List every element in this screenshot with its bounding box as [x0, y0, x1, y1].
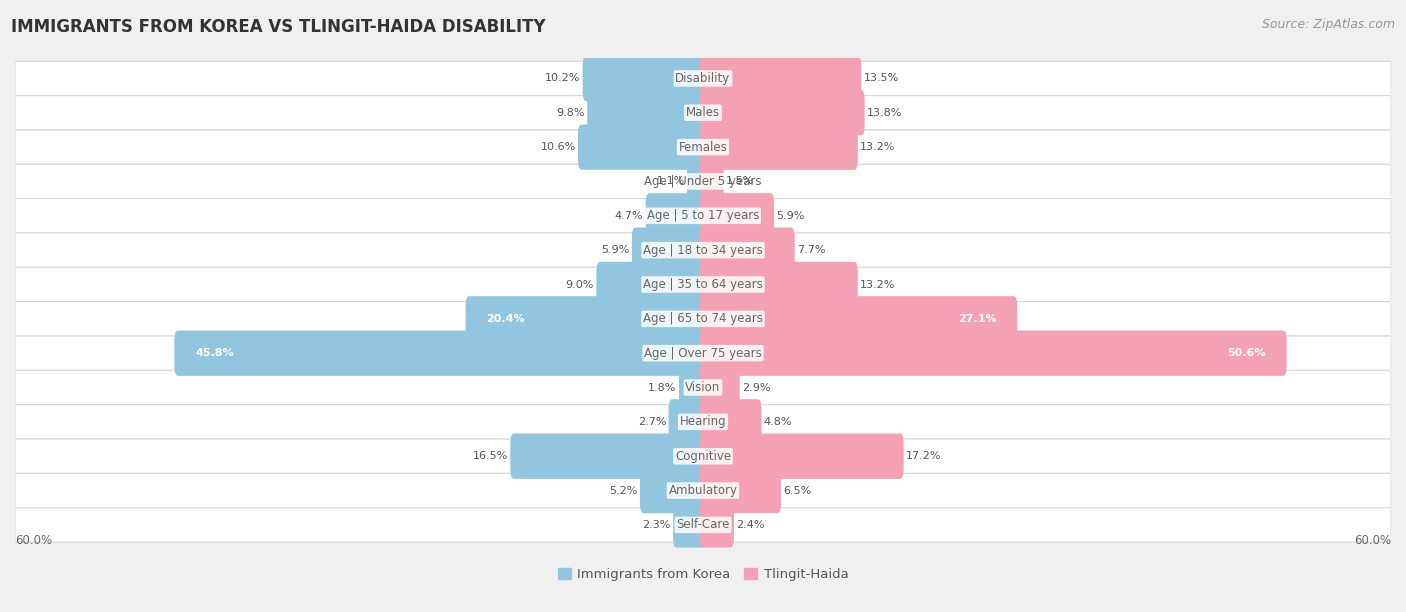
FancyBboxPatch shape [465, 296, 706, 341]
Text: 5.9%: 5.9% [776, 211, 804, 221]
FancyBboxPatch shape [669, 399, 706, 444]
FancyBboxPatch shape [700, 433, 904, 479]
Text: Vision: Vision [685, 381, 721, 394]
FancyBboxPatch shape [15, 370, 1391, 405]
Text: 1.8%: 1.8% [648, 382, 676, 392]
FancyBboxPatch shape [15, 439, 1391, 474]
FancyBboxPatch shape [700, 228, 794, 273]
FancyBboxPatch shape [15, 233, 1391, 267]
Text: 13.2%: 13.2% [860, 142, 896, 152]
FancyBboxPatch shape [700, 193, 775, 239]
FancyBboxPatch shape [640, 468, 706, 513]
FancyBboxPatch shape [631, 228, 706, 273]
FancyBboxPatch shape [700, 468, 780, 513]
Text: Disability: Disability [675, 72, 731, 85]
Text: Ambulatory: Ambulatory [668, 484, 738, 497]
Text: Self-Care: Self-Care [676, 518, 730, 531]
FancyBboxPatch shape [700, 399, 762, 444]
Text: 2.9%: 2.9% [742, 382, 770, 392]
FancyBboxPatch shape [15, 95, 1391, 130]
Text: 2.4%: 2.4% [737, 520, 765, 530]
FancyBboxPatch shape [645, 193, 706, 239]
FancyBboxPatch shape [15, 267, 1391, 302]
Text: Age | Under 5 years: Age | Under 5 years [644, 175, 762, 188]
FancyBboxPatch shape [700, 262, 858, 307]
Text: 17.2%: 17.2% [905, 451, 942, 461]
FancyBboxPatch shape [15, 130, 1391, 164]
Text: 10.2%: 10.2% [546, 73, 581, 83]
FancyBboxPatch shape [15, 199, 1391, 233]
Text: 2.3%: 2.3% [643, 520, 671, 530]
Text: 1.1%: 1.1% [657, 176, 685, 187]
Text: 6.5%: 6.5% [783, 485, 811, 496]
Text: 13.8%: 13.8% [868, 108, 903, 118]
Text: 4.7%: 4.7% [614, 211, 644, 221]
FancyBboxPatch shape [174, 330, 706, 376]
FancyBboxPatch shape [582, 56, 706, 101]
Text: 9.8%: 9.8% [557, 108, 585, 118]
FancyBboxPatch shape [15, 474, 1391, 508]
FancyBboxPatch shape [673, 502, 706, 548]
FancyBboxPatch shape [510, 433, 706, 479]
Text: 5.9%: 5.9% [602, 245, 630, 255]
FancyBboxPatch shape [578, 124, 706, 170]
Text: Cognitive: Cognitive [675, 450, 731, 463]
FancyBboxPatch shape [679, 365, 706, 410]
Text: 7.7%: 7.7% [797, 245, 825, 255]
Text: 10.6%: 10.6% [540, 142, 575, 152]
FancyBboxPatch shape [700, 296, 1017, 341]
Legend: Immigrants from Korea, Tlingit-Haida: Immigrants from Korea, Tlingit-Haida [553, 563, 853, 586]
Text: 13.2%: 13.2% [860, 280, 896, 289]
FancyBboxPatch shape [700, 90, 865, 135]
Text: Age | 18 to 34 years: Age | 18 to 34 years [643, 244, 763, 256]
Text: 9.0%: 9.0% [565, 280, 595, 289]
Text: 16.5%: 16.5% [472, 451, 508, 461]
Text: 60.0%: 60.0% [1354, 534, 1391, 547]
Text: 60.0%: 60.0% [15, 534, 52, 547]
Text: Source: ZipAtlas.com: Source: ZipAtlas.com [1261, 18, 1395, 31]
Text: 50.6%: 50.6% [1227, 348, 1265, 358]
FancyBboxPatch shape [588, 90, 706, 135]
FancyBboxPatch shape [15, 302, 1391, 336]
FancyBboxPatch shape [15, 508, 1391, 542]
Text: 13.5%: 13.5% [863, 73, 898, 83]
Text: Males: Males [686, 106, 720, 119]
FancyBboxPatch shape [700, 124, 858, 170]
FancyBboxPatch shape [688, 159, 706, 204]
Text: 27.1%: 27.1% [957, 314, 997, 324]
Text: 2.7%: 2.7% [638, 417, 666, 427]
Text: Females: Females [679, 141, 727, 154]
Text: Age | 35 to 64 years: Age | 35 to 64 years [643, 278, 763, 291]
Text: 45.8%: 45.8% [195, 348, 233, 358]
Text: Hearing: Hearing [679, 416, 727, 428]
FancyBboxPatch shape [15, 405, 1391, 439]
Text: 5.2%: 5.2% [609, 485, 638, 496]
FancyBboxPatch shape [700, 56, 862, 101]
FancyBboxPatch shape [15, 164, 1391, 199]
Text: IMMIGRANTS FROM KOREA VS TLINGIT-HAIDA DISABILITY: IMMIGRANTS FROM KOREA VS TLINGIT-HAIDA D… [11, 18, 546, 36]
FancyBboxPatch shape [700, 159, 724, 204]
FancyBboxPatch shape [700, 330, 1286, 376]
FancyBboxPatch shape [700, 502, 734, 548]
FancyBboxPatch shape [15, 336, 1391, 370]
Text: Age | 5 to 17 years: Age | 5 to 17 years [647, 209, 759, 222]
Text: 4.8%: 4.8% [763, 417, 792, 427]
Text: Age | 65 to 74 years: Age | 65 to 74 years [643, 312, 763, 326]
FancyBboxPatch shape [596, 262, 706, 307]
FancyBboxPatch shape [700, 365, 740, 410]
FancyBboxPatch shape [15, 61, 1391, 95]
Text: 1.5%: 1.5% [725, 176, 754, 187]
Text: 20.4%: 20.4% [486, 314, 524, 324]
Text: Age | Over 75 years: Age | Over 75 years [644, 346, 762, 360]
